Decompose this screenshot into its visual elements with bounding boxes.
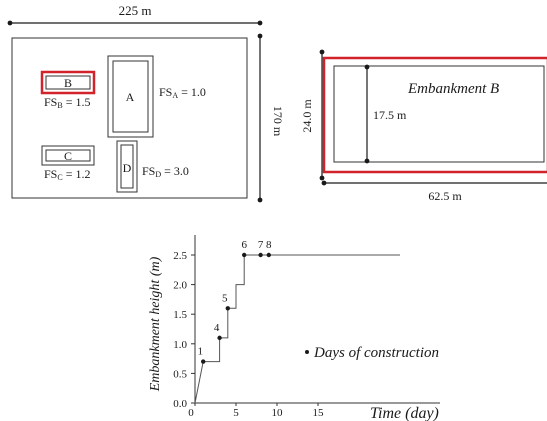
construction-day-point xyxy=(225,306,230,311)
construction-day-label: 5 xyxy=(222,292,228,304)
construction-day-label: 7 xyxy=(258,239,264,251)
construction-day-label: 4 xyxy=(214,322,220,334)
embankment-a-fs: FSA = 1.0 xyxy=(159,85,206,100)
legend-marker xyxy=(305,350,309,354)
embankment-c-fs: FSC = 1.2 xyxy=(44,167,90,182)
plan-view: 225 m 170 m B FSB = 1.5 A FSA = 1.0 C FS… xyxy=(7,3,285,203)
legend-label: Days of construction xyxy=(313,345,439,361)
y-ticks: 0.0 0.5 1.0 1.5 2.0 2.5 xyxy=(173,250,195,410)
construction-day-point xyxy=(201,359,206,364)
construction-day-point xyxy=(266,252,271,258)
embankment-d-inner xyxy=(120,144,134,189)
detail-highlight-frame xyxy=(322,56,547,174)
construction-chart: 0.0 0.5 1.0 1.5 2.0 2.5 0 5 10 15 14 5 6 7 8 Embankm… xyxy=(148,235,440,421)
x-axis-label: Time (day) xyxy=(370,405,439,421)
construction-day-point xyxy=(217,335,222,341)
detail-height-label: 24.0 m xyxy=(300,99,314,133)
embankment-a-inner xyxy=(112,60,149,133)
construction-day-point xyxy=(242,252,247,258)
embankment-a: A FSA = 1.0 xyxy=(107,55,206,138)
embankment-a-outer xyxy=(107,55,154,138)
embankment-d-fs: FSD = 3.0 xyxy=(142,164,189,179)
embankment-d-label: D xyxy=(123,161,132,175)
legend: Days of construction xyxy=(305,345,439,361)
embankment-b-highlight xyxy=(40,70,96,95)
construction-day-point xyxy=(258,252,263,258)
y-tick-label: 0.0 xyxy=(173,398,187,410)
height-series-line xyxy=(194,254,400,404)
x-tick-label: 10 xyxy=(272,407,284,419)
construction-day-label: 6 xyxy=(241,239,247,251)
detail-title: Embankment B xyxy=(407,81,499,97)
y-tick-label: 0.5 xyxy=(173,368,187,380)
y-tick-label: 2.5 xyxy=(173,250,187,262)
site-boundary xyxy=(11,37,248,199)
embankment-d-outer xyxy=(116,140,138,193)
detail-width-label: 62.5 m xyxy=(428,189,462,203)
embankment-b-fs: FSB = 1.5 xyxy=(44,95,90,110)
embankment-b-outline xyxy=(45,75,91,90)
y-tick-label: 2.0 xyxy=(173,280,187,292)
y-tick-label: 1.5 xyxy=(173,309,187,321)
plan-width-label: 225 m xyxy=(119,3,152,18)
x-tick-label: 15 xyxy=(313,407,325,419)
embankment-b-label: B xyxy=(64,76,72,90)
y-axis-label: Embankment height (m) xyxy=(148,256,163,392)
embankment-c: C FSC = 1.2 xyxy=(41,145,95,182)
y-tick-label: 1.0 xyxy=(173,339,187,351)
embankment-c-outer xyxy=(41,145,95,166)
embankment-d: D FSD = 3.0 xyxy=(116,140,189,193)
construction-day-label: 1 xyxy=(197,346,203,358)
x-tick-label: 5 xyxy=(233,407,239,419)
embankment-b: B FSB = 1.5 xyxy=(40,70,96,110)
detail-inner-label: 17.5 m xyxy=(373,108,407,122)
construction-day-markers: 14 5 6 7 8 xyxy=(197,239,272,364)
x-ticks: 0 5 10 15 xyxy=(188,403,324,419)
plan-height-label: 170 m xyxy=(271,106,285,137)
detail-view: Embankment B 17.5 m 24.0 m 62.5 m xyxy=(300,49,547,203)
embankment-c-label: C xyxy=(64,149,72,163)
embankment-c-inner xyxy=(45,149,91,162)
embankment-a-label: A xyxy=(126,90,135,104)
x-tick-label: 0 xyxy=(188,407,194,419)
construction-day-label: 8 xyxy=(266,239,272,251)
detail-embankment-outline xyxy=(333,65,545,163)
